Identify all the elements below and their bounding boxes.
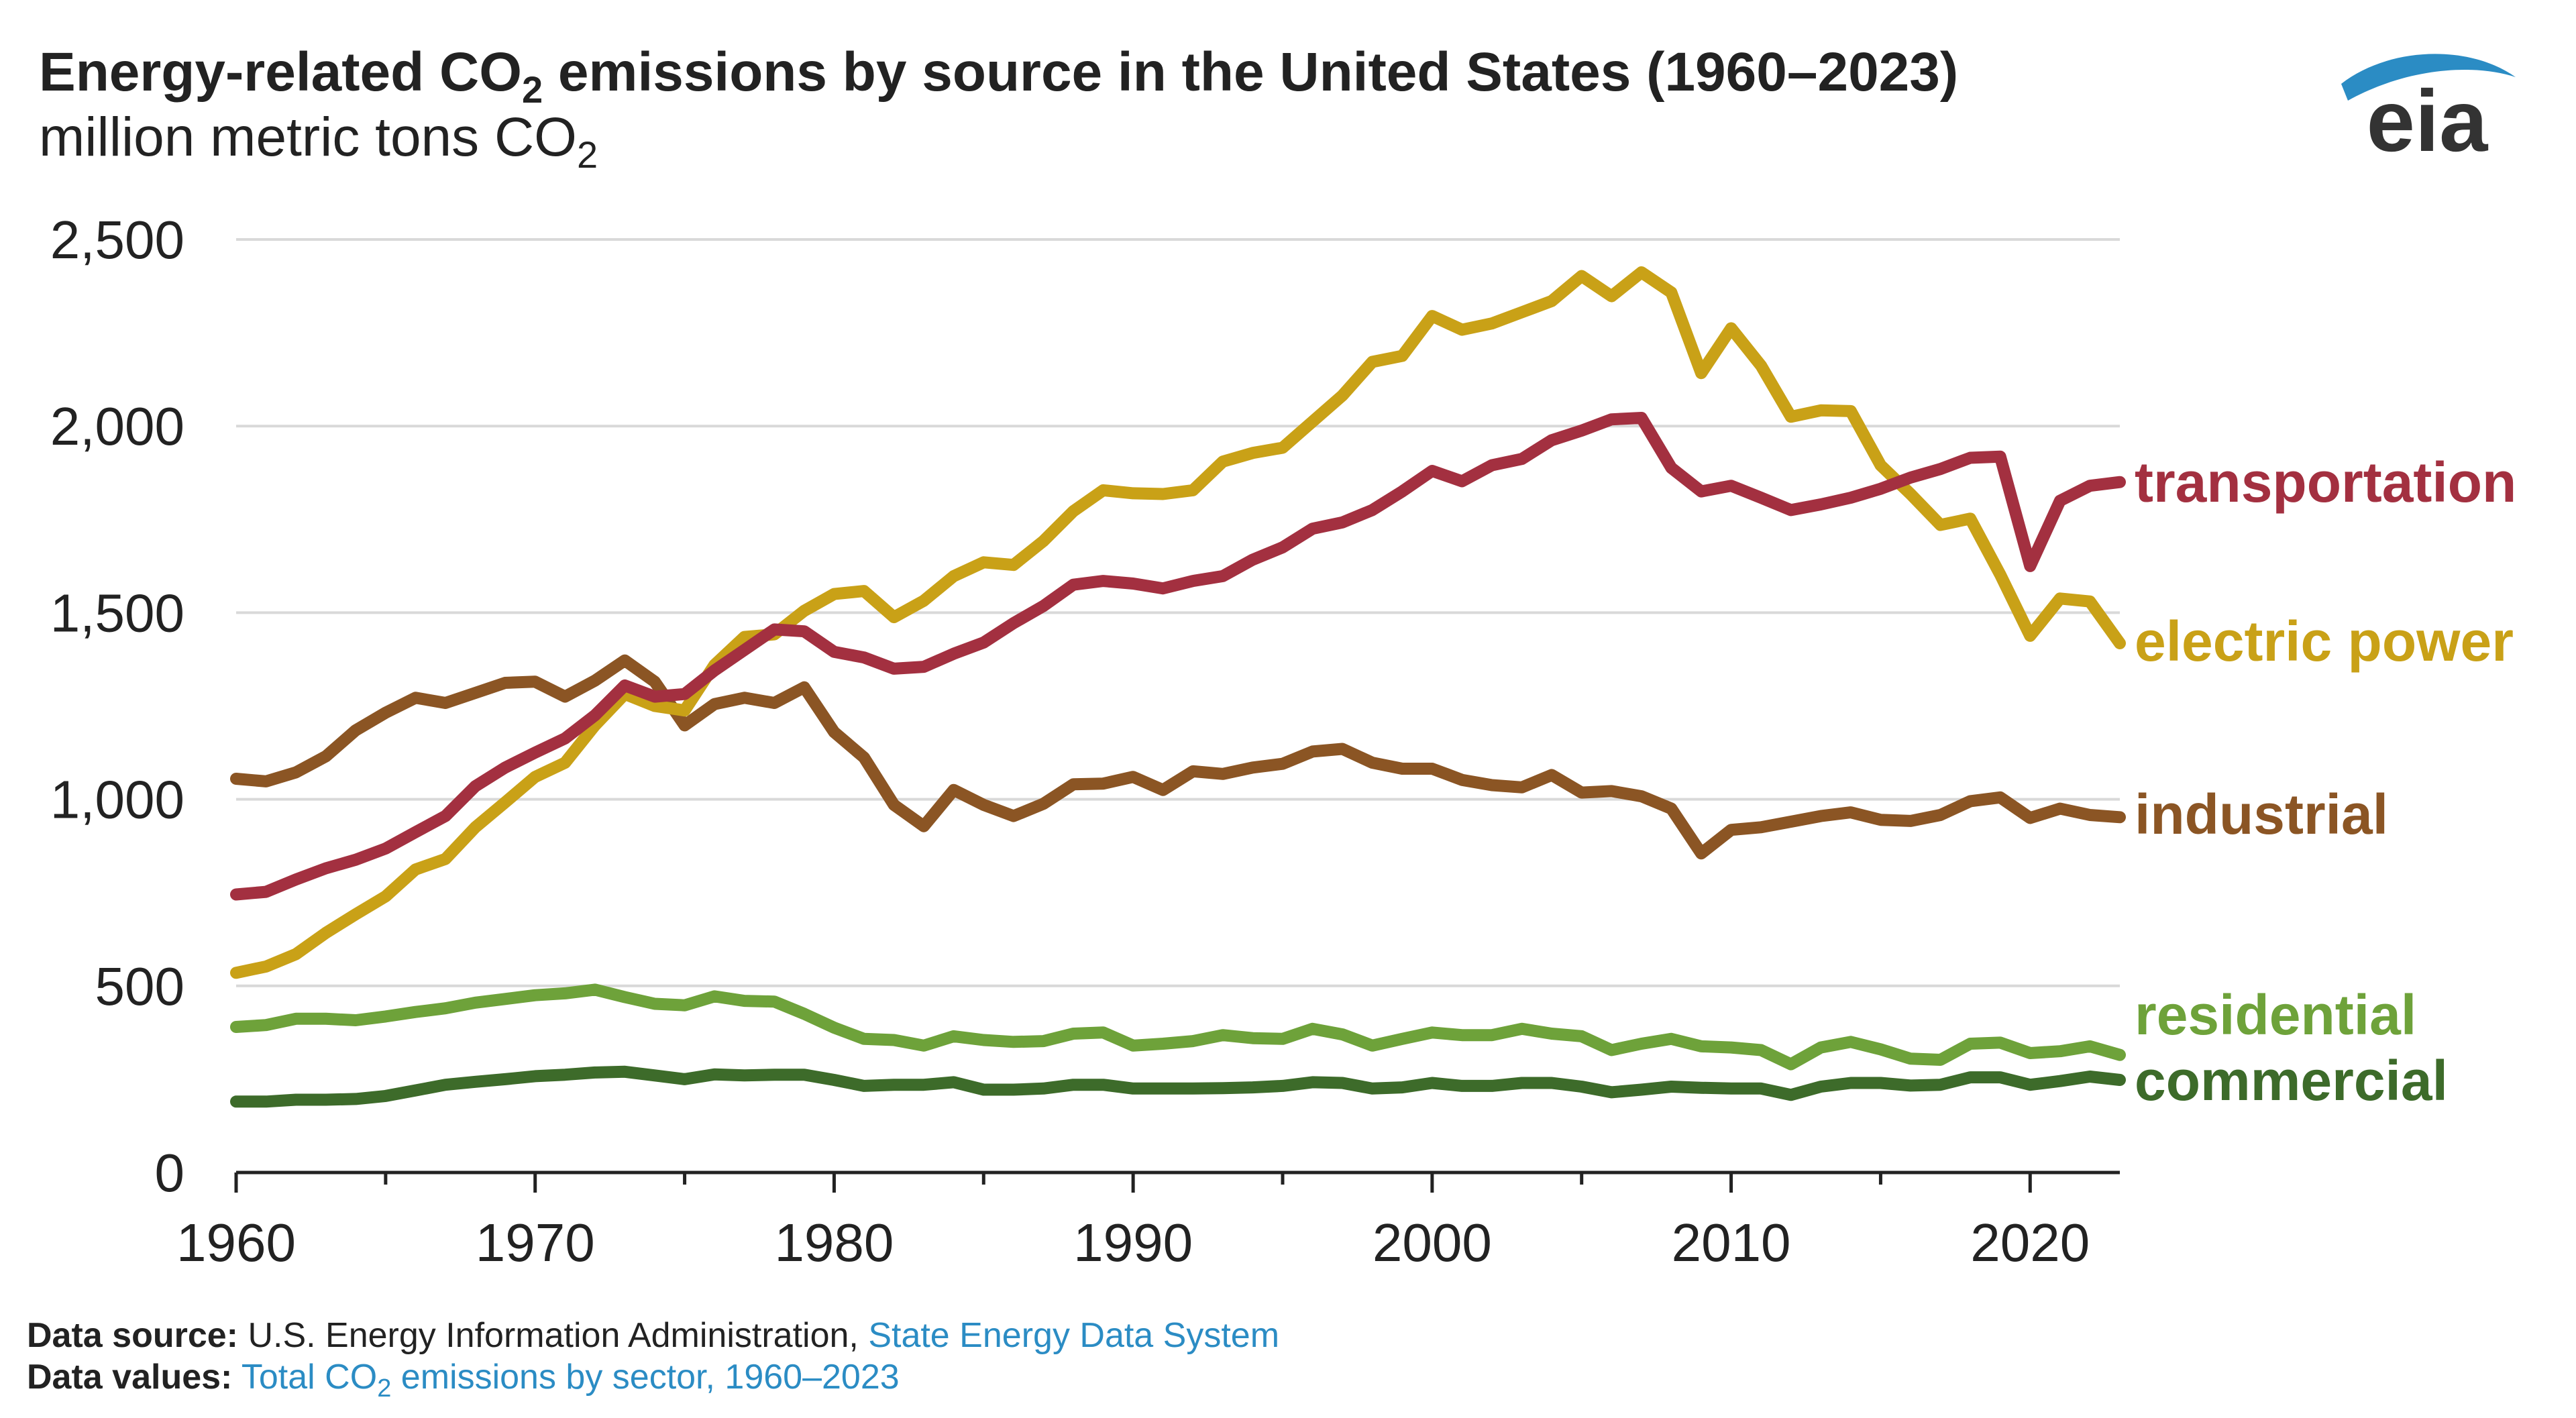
x-tick-label-2000: 2000 <box>1373 1213 1492 1272</box>
x-tick-label-2010: 2010 <box>1672 1213 1791 1272</box>
series-label-residential: residential <box>2135 983 2416 1046</box>
y-tick-label-1500: 1,500 <box>50 583 184 643</box>
series-label-electric-power: electric power <box>2135 610 2514 673</box>
y-tick-label-2000: 2,000 <box>50 396 184 456</box>
chart-subtitle: million metric tons CO2 <box>39 107 598 176</box>
eia-logo: eia <box>2341 54 2516 170</box>
series-line-transportation <box>230 412 2126 901</box>
eia-swoosh-logo <box>2341 54 2516 101</box>
footer-source: Data source: U.S. Energy Information Adm… <box>27 1316 1279 1355</box>
x-tick-label-1970: 1970 <box>476 1213 595 1272</box>
y-tick-label-0: 0 <box>155 1143 185 1203</box>
series-line-residential <box>230 983 2126 1071</box>
y-tick-label-500: 500 <box>95 957 184 1016</box>
x-tick-label-1980: 1980 <box>774 1213 894 1272</box>
chart-title: Energy-related CO2 emissions by source i… <box>39 42 1958 111</box>
series-line-commercial <box>230 1065 2126 1108</box>
series-label-industrial: industrial <box>2135 783 2388 846</box>
state-energy-data-system-link[interactable]: State Energy Data System <box>868 1316 1279 1355</box>
series-line-electric-power <box>230 266 2126 979</box>
x-tick-label-2020: 2020 <box>1970 1213 2090 1272</box>
axis-layer: 0 500 1,000 1,500 2,000 2,500 1960 1970 1980 1990… <box>50 210 2120 1272</box>
y-tick-label-2500: 2,500 <box>50 210 184 270</box>
footer-values: Data values: Total CO2 emissions by sect… <box>27 1358 900 1403</box>
series-label-layer: transportation electric power industrial re… <box>2135 451 2516 1112</box>
series-line-industrial <box>230 654 2126 860</box>
eia-logo-text: eia <box>2367 72 2489 170</box>
series-label-transportation: transportation <box>2135 451 2516 514</box>
series-layer <box>230 266 2126 1108</box>
grid-layer <box>236 238 2120 987</box>
data-values-link[interactable]: Total CO2 emissions by sector, 1960–2023 <box>241 1358 900 1403</box>
x-tick-label-1960: 1960 <box>176 1213 296 1272</box>
y-tick-label-1000: 1,000 <box>50 770 184 830</box>
x-tick-label-1990: 1990 <box>1073 1213 1193 1272</box>
series-label-commercial: commercial <box>2135 1049 2448 1112</box>
